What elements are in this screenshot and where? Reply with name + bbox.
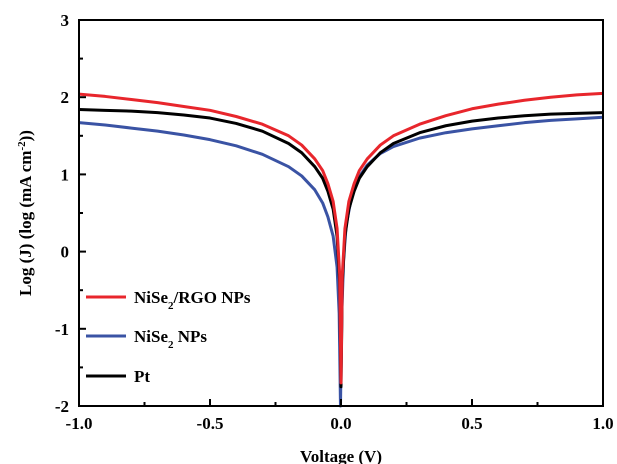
y-axis-title-group: Log (J) (log (mA cm-2))	[16, 130, 35, 296]
x-tick-label: 0.5	[461, 414, 482, 433]
x-tick-label: -1.0	[66, 414, 93, 433]
legend-label-nise2: NiSe2 NPs	[134, 327, 207, 351]
legend-label-nise2-rgo-subscript: 2	[168, 300, 174, 312]
x-tick-label: 1.0	[592, 414, 613, 433]
legend-label-nise2-rgo: NiSe2/RGO NPs	[134, 288, 251, 312]
y-tick-label: 2	[61, 88, 70, 107]
y-tick-label: -1	[55, 320, 69, 339]
y-axis-title-main: Log (J) (log (mA cm	[16, 151, 35, 296]
legend-label-pt: Pt	[134, 367, 150, 386]
y-axis-title: Log (J) (log (mA cm-2))	[16, 130, 35, 296]
series-line-pt	[78, 108, 604, 389]
legend-label-pt-part1: Pt	[134, 367, 150, 386]
y-tick-label: 1	[61, 165, 70, 184]
legend-label-nise2-part3: NPs	[174, 327, 208, 346]
legend-label-nise2-subscript: 2	[168, 339, 174, 351]
legend-label-nise2-part1: NiSe	[134, 327, 168, 346]
y-tick-label: -2	[55, 397, 69, 416]
legend: NiSe2/RGO NPs NiSe2 NPs Pt	[86, 288, 251, 386]
y-axis-title-superscript: -2	[16, 141, 28, 151]
y-tick-label: 0	[61, 243, 70, 262]
series-line-nise2-rgo	[78, 91, 604, 385]
x-axis-title: Voltage (V)	[300, 447, 382, 464]
y-tick-label: 3	[61, 11, 70, 30]
x-tick-label: -0.5	[197, 414, 224, 433]
legend-label-nise2-rgo-part1: NiSe	[134, 288, 168, 307]
x-tick-label: 0.0	[330, 414, 351, 433]
y-axis-title-end: ))	[16, 130, 35, 141]
legend-label-nise2-rgo-part3: /RGO NPs	[173, 288, 251, 307]
ticks-layer: -1.0 -0.5 0.0 0.5 1.0 -2 -1 0 1 2 3	[55, 11, 614, 433]
